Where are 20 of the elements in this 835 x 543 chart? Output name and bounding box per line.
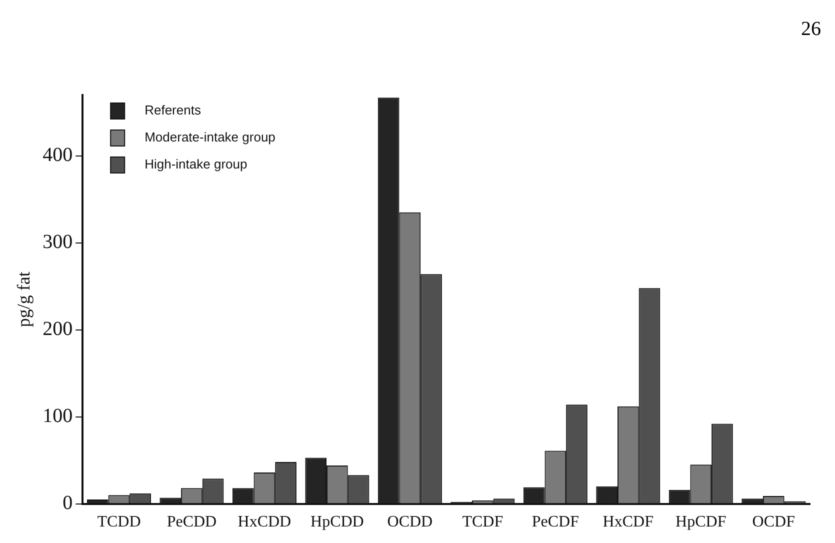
x-tick-label: OCDD xyxy=(387,514,433,531)
x-tick-label: TCDF xyxy=(462,514,504,531)
legend-label: High-intake group xyxy=(144,156,248,172)
y-tick-label: 300 xyxy=(42,231,73,254)
legend-label: Referents xyxy=(144,102,202,118)
y-tick-label: 200 xyxy=(42,318,73,340)
x-tick-label: HpCDF xyxy=(676,514,726,531)
y-tick-label: 100 xyxy=(42,405,73,428)
y-tick-label: 0 xyxy=(62,492,73,514)
legend-label: Moderate-intake group xyxy=(144,130,276,145)
x-tick-label: PeCDD xyxy=(166,514,217,531)
x-tick-label: TCDD xyxy=(97,514,141,531)
x-tick-label: HpCDD xyxy=(310,514,364,531)
text: 26 xyxy=(801,18,821,41)
x-tick-label: OCDF xyxy=(752,514,796,531)
x-tick-label: HxCDD xyxy=(238,514,292,531)
x-tick-label: HxCDF xyxy=(602,514,654,531)
x-tick-label: PeCDF xyxy=(532,514,580,531)
y-axis-title: pg/g fat xyxy=(14,272,34,328)
y-tick-label: 400 xyxy=(42,144,73,166)
